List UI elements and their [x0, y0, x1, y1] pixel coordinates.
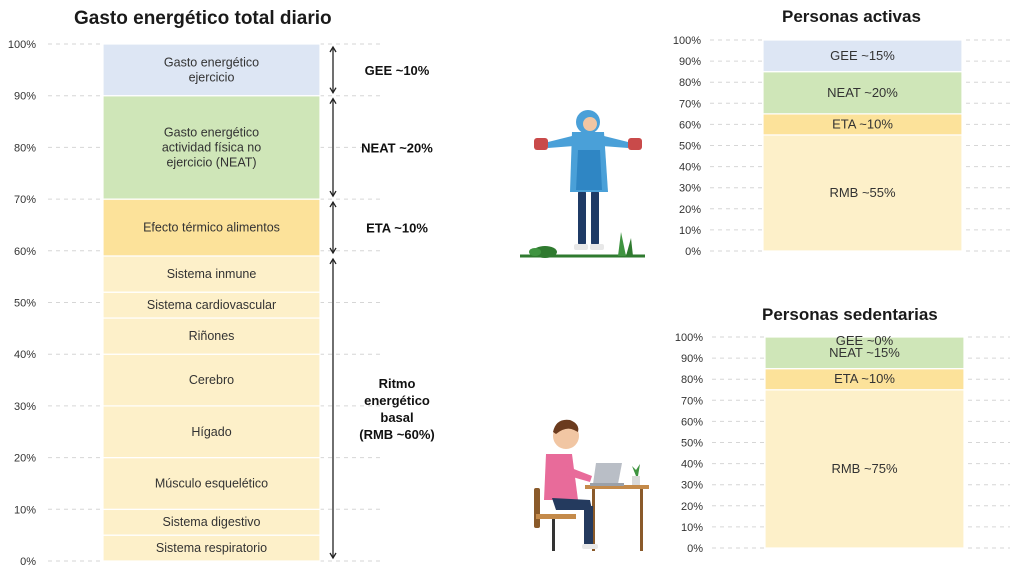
segment-label: Sistema respiratorio: [156, 541, 267, 555]
brace-arrow-bottom: [329, 247, 337, 255]
y-tick-label: 50%: [681, 438, 703, 450]
annotation-label: Ritmo: [379, 376, 416, 391]
bar-segment: [102, 255, 321, 293]
brace-arrow-top: [329, 257, 337, 265]
segment-label: Gasto energético: [164, 55, 259, 69]
y-tick-label: 10%: [14, 504, 36, 516]
bar-segment: [102, 198, 321, 257]
segment-label: Efecto térmico alimentos: [143, 221, 280, 235]
segment-label: GEE ~0%: [836, 333, 894, 348]
segment-label: Sistema digestivo: [163, 515, 261, 529]
annotation-label: ETA ~10%: [366, 221, 428, 236]
annotation-label: (RMB ~60%): [359, 427, 435, 442]
y-tick-label: 80%: [681, 374, 703, 386]
brace-arrow-bottom: [329, 190, 337, 198]
y-tick-label: 60%: [679, 119, 701, 131]
y-tick-label: 80%: [14, 142, 36, 154]
segment-label: ejercicio (NEAT): [166, 155, 256, 169]
brace-arrow-top: [329, 45, 337, 53]
segment-label: RMB ~55%: [829, 185, 896, 200]
y-tick-label: 90%: [679, 56, 701, 68]
annotation-label: basal: [380, 410, 413, 425]
bar-segment: [102, 43, 321, 97]
sedentary-person-illustration: [534, 419, 649, 551]
y-tick-label: 100%: [675, 332, 703, 344]
segment-label: Hígado: [191, 425, 231, 439]
brace-arrow-bottom: [329, 87, 337, 94]
y-tick-label: 40%: [681, 459, 703, 471]
y-tick-label: 40%: [14, 349, 36, 361]
segment-label: Músculo esquelético: [155, 476, 268, 490]
segment-label: actividad física no: [162, 140, 261, 154]
y-tick-label: 90%: [14, 91, 36, 103]
y-tick-label: 30%: [679, 183, 701, 195]
y-tick-label: 60%: [681, 416, 703, 428]
y-tick-label: 10%: [681, 522, 703, 534]
y-tick-label: 70%: [14, 194, 36, 206]
bar-segment: [764, 336, 965, 370]
y-tick-label: 20%: [681, 501, 703, 513]
y-tick-label: 0%: [687, 543, 703, 555]
annotation-label: GEE ~10%: [365, 63, 430, 78]
active-chart-title: Personas activas: [782, 7, 921, 26]
y-tick-label: 50%: [14, 298, 36, 310]
y-tick-label: 30%: [14, 401, 36, 413]
y-tick-label: 40%: [679, 162, 701, 174]
y-tick-label: 0%: [20, 556, 36, 568]
exercise-person-illustration: [520, 110, 645, 258]
segment-label: Gasto energético: [164, 125, 259, 139]
bar-segment: [762, 71, 963, 115]
bar-segment: [102, 508, 321, 536]
segment-label: Cerebro: [189, 373, 234, 387]
bar-segment: [102, 534, 321, 562]
brace-arrow-top: [329, 97, 337, 105]
annotation-label: NEAT ~20%: [361, 140, 433, 155]
y-tick-label: 70%: [679, 98, 701, 110]
y-tick-label: 100%: [673, 35, 701, 47]
segment-label: Sistema inmune: [167, 267, 257, 281]
main-chart: 0% 10% 20% 30% 40% 50% 60% 70% 80% 90% 100% Sistema…: [8, 39, 435, 568]
segment-label: GEE ~15%: [830, 48, 895, 63]
y-tick-label: 70%: [681, 395, 703, 407]
segment-label: ETA ~10%: [832, 116, 893, 131]
segment-label: ejercicio: [189, 70, 235, 84]
y-tick-label: 90%: [681, 353, 703, 365]
segment-label: Riñones: [189, 329, 235, 343]
y-tick-label: 0%: [685, 246, 701, 258]
y-tick-label: 20%: [679, 204, 701, 216]
y-tick-label: 10%: [679, 225, 701, 237]
y-tick-label: 100%: [8, 39, 36, 51]
y-tick-label: 30%: [681, 480, 703, 492]
sedentary-chart-title: Personas sedentarias: [762, 305, 938, 324]
y-tick-label: 50%: [679, 141, 701, 153]
active-chart: 0% 10% 20% 30% 40% 50% 60% 70% 80% 90% 100% RMB ~55…: [673, 35, 1010, 258]
bar-segment: [762, 39, 963, 73]
main-chart-title: Gasto energético total diario: [74, 8, 332, 29]
y-tick-label: 60%: [14, 246, 36, 258]
brace-arrow-top: [329, 200, 337, 208]
segment-label: ETA ~10%: [834, 371, 895, 386]
annotation-label: energético: [364, 393, 430, 408]
y-tick-label: 80%: [679, 77, 701, 89]
segment-label: NEAT ~20%: [827, 85, 898, 100]
bar-segment: [102, 95, 321, 200]
segment-label: Sistema cardiovascular: [147, 298, 276, 312]
bar-segment: [762, 134, 963, 252]
brace-arrow-bottom: [329, 552, 337, 560]
sedentary-chart: 0% 10% 20% 30% 40% 50% 60% 70% 80% 90% 100% RMB ~75…: [675, 332, 1010, 555]
y-tick-label: 20%: [14, 453, 36, 465]
segment-label: RMB ~75%: [831, 461, 898, 476]
segment-label: NEAT ~15%: [829, 345, 900, 360]
bar-segment: [764, 389, 965, 549]
